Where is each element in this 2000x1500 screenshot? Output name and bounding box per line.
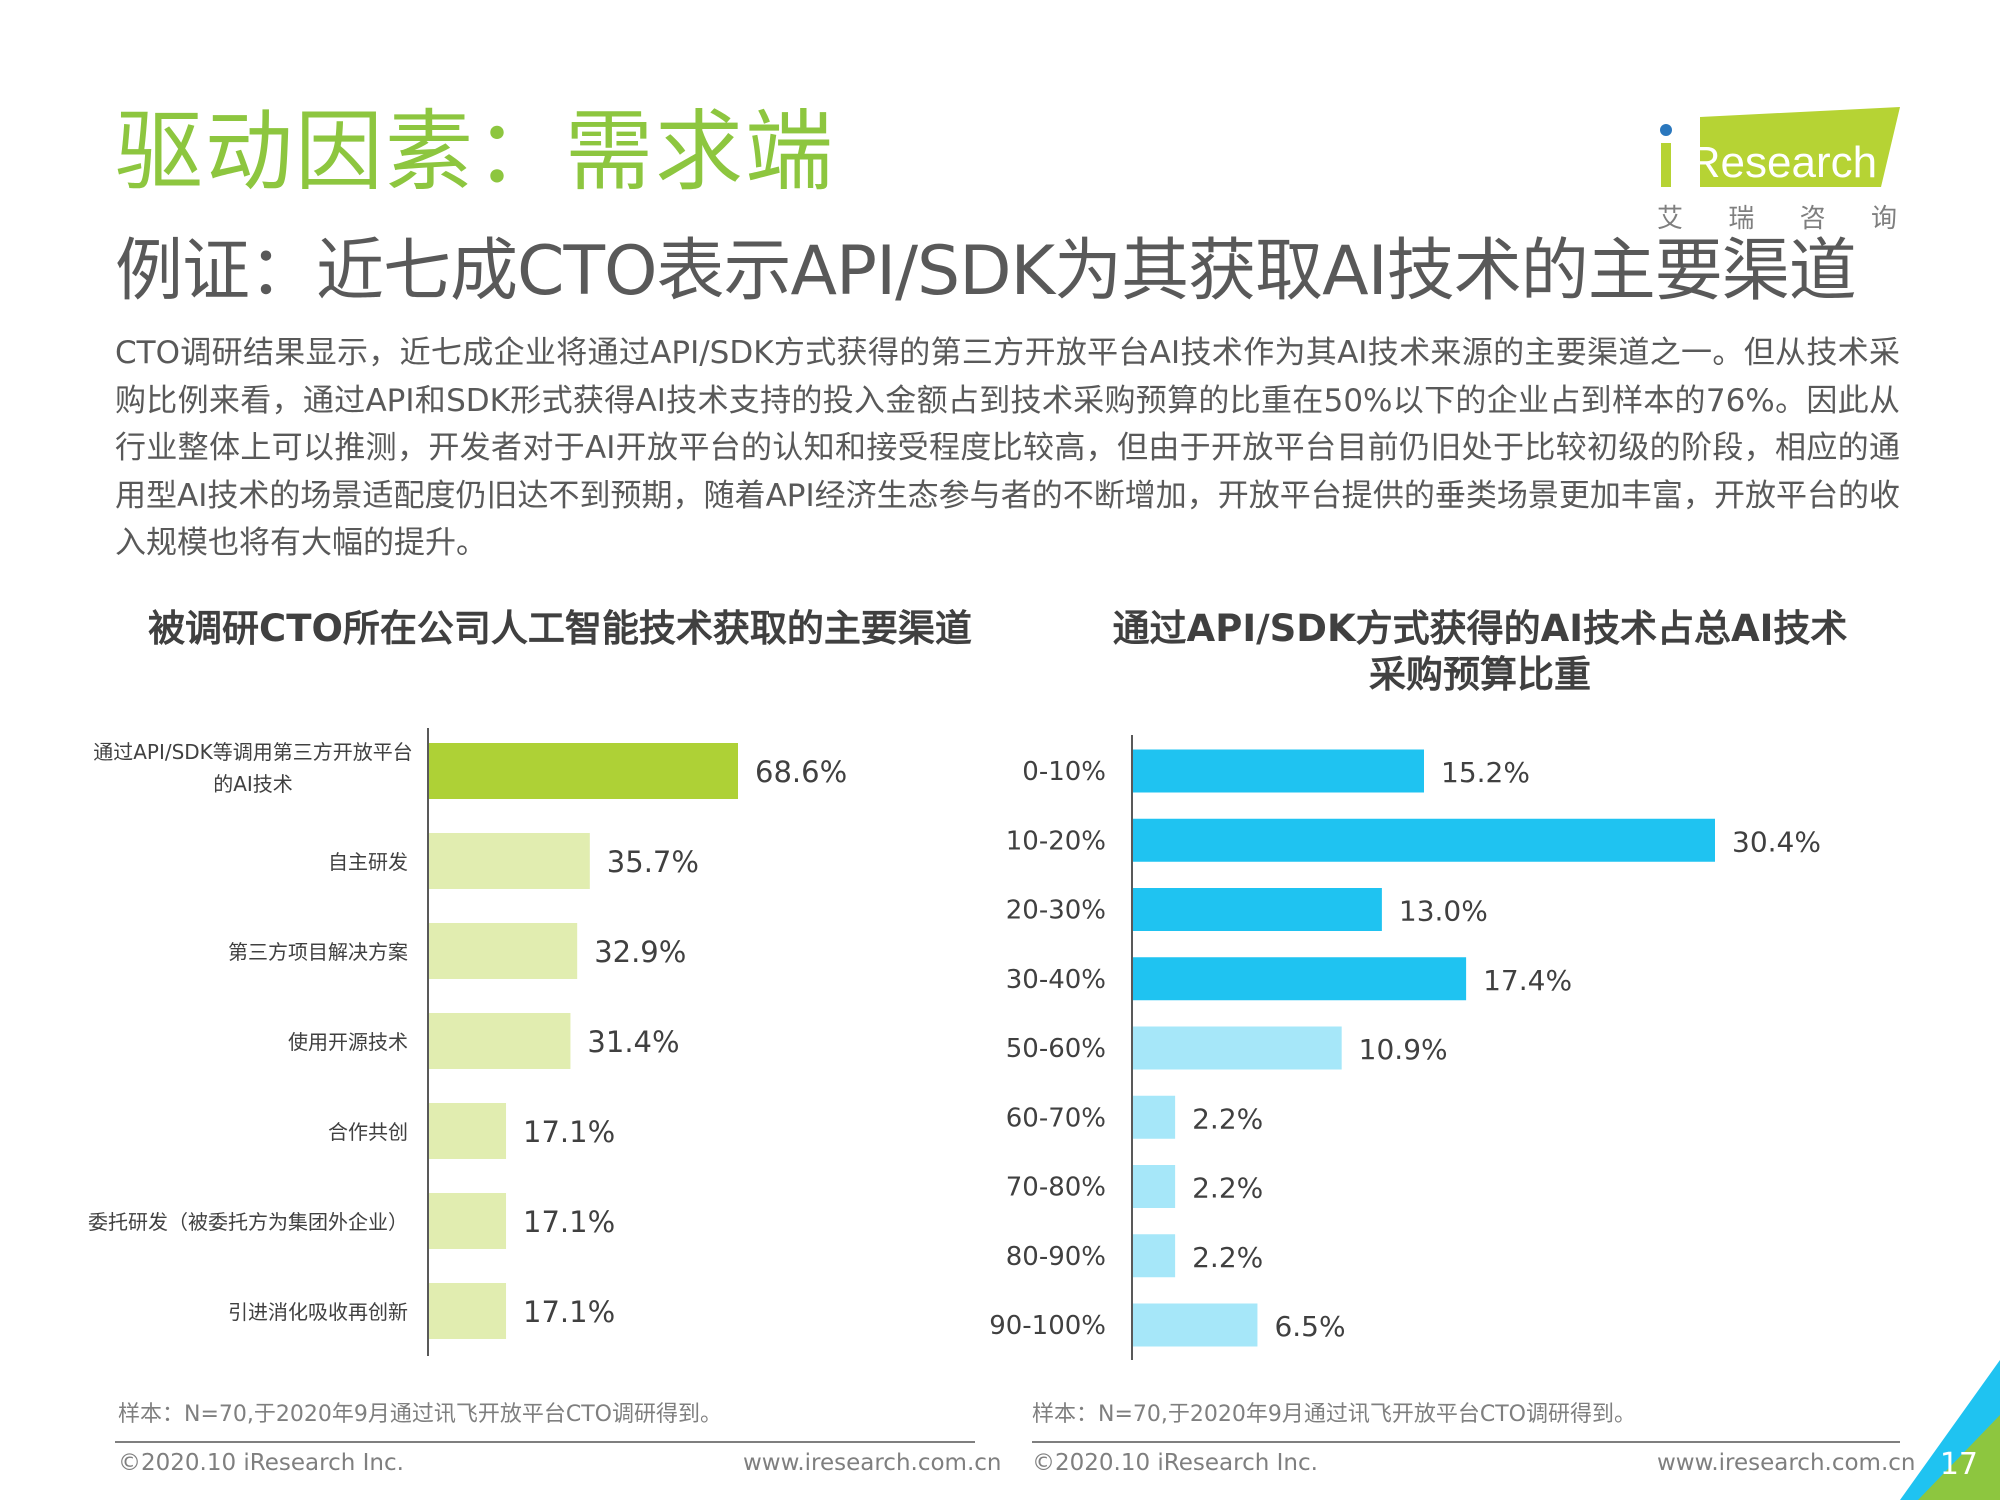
right-value-label-5: 2.2% xyxy=(1192,1102,1263,1135)
right-value-label-1: 30.4% xyxy=(1732,825,1821,858)
page-title: 驱动因素：需求端 xyxy=(115,100,836,203)
right-value-label-6: 2.2% xyxy=(1192,1172,1263,1205)
logo-brand-text: iResearch xyxy=(1679,138,1877,187)
logo-dot xyxy=(1660,124,1672,136)
right-footer-copyright: ©2020.10 iResearch Inc. xyxy=(1032,1450,1318,1476)
left-chart-title: 被调研CTO所在公司人工智能技术获取的主要渠道 xyxy=(148,607,972,650)
left-category-label-0-line-1: 的AI技术 xyxy=(213,772,293,796)
right-bar-chart: 15.2% 0-10% 30.4% 10-20% 13.0% 20-30% 17.4% 30-… xyxy=(989,735,1821,1360)
body-paragraph: CTO调研结果显示，近七成企业将通过API/SDK方式获得的第三方开放平台AI技… xyxy=(115,335,1900,561)
right-value-label-7: 2.2% xyxy=(1192,1241,1263,1274)
page-subtitle: 例证：近七成CTO表示API/SDK为其获取AI技术的主要渠道 xyxy=(115,232,1857,311)
left-sample-note: 样本：N=70,于2020年9月通过讯飞开放平台CTO调研得到。 xyxy=(118,1402,722,1427)
right-category-label-5: 60-70% xyxy=(1006,1103,1106,1133)
right-footer-divider xyxy=(1032,1441,1900,1443)
right-category-label-7: 80-90% xyxy=(1006,1242,1106,1272)
right-category-label-2: 20-30% xyxy=(1006,896,1106,926)
left-category-label-3: 使用开源技术 xyxy=(288,1030,408,1054)
right-footer-url[interactable]: www.iresearch.com.cn xyxy=(1657,1450,1916,1476)
left-value-label-2: 32.9% xyxy=(594,935,686,969)
right-value-label-2: 13.0% xyxy=(1399,895,1488,928)
right-bar-0 xyxy=(1133,749,1424,793)
right-bar-6 xyxy=(1133,1165,1176,1208)
page-number: 17 xyxy=(1939,1447,1978,1482)
right-value-label-8: 6.5% xyxy=(1274,1310,1345,1343)
right-category-label-8: 90-100% xyxy=(989,1311,1106,1341)
left-footer-url[interactable]: www.iresearch.com.cn xyxy=(743,1450,1002,1476)
right-category-label-6: 70-80% xyxy=(1006,1173,1106,1203)
right-chart-title: 通过API/SDK方式获得的AI技术占总AI技术 采购预算比重 xyxy=(1060,606,1900,698)
left-category-label-6: 引进消化吸收再创新 xyxy=(228,1300,408,1324)
left-bar-0 xyxy=(429,743,738,799)
left-value-label-6: 17.1% xyxy=(523,1295,615,1329)
right-chart-title-line-2: 采购预算比重 xyxy=(1369,653,1591,696)
left-bar-3 xyxy=(429,1013,571,1069)
right-sample-note: 样本：N=70,于2020年9月通过讯飞开放平台CTO调研得到。 xyxy=(1032,1402,1636,1427)
left-value-label-0: 68.6% xyxy=(755,755,847,789)
right-chart-title-line-1: 通过API/SDK方式获得的AI技术占总AI技术 xyxy=(1112,607,1848,650)
iresearch-logo: iResearch 艾 瑞 咨 询 xyxy=(1655,105,1900,235)
right-bar-3 xyxy=(1133,957,1467,1001)
logo-i-stem xyxy=(1661,143,1671,187)
right-bar-8 xyxy=(1133,1303,1258,1347)
right-value-label-3: 17.4% xyxy=(1483,964,1572,997)
right-category-label-0: 0-10% xyxy=(1022,757,1106,787)
left-category-label-4: 合作共创 xyxy=(328,1120,408,1144)
right-bar-7 xyxy=(1133,1234,1176,1278)
right-bar-5 xyxy=(1133,1095,1176,1139)
left-footer-copyright: ©2020.10 iResearch Inc. xyxy=(118,1450,404,1476)
right-category-label-4: 50-60% xyxy=(1006,1034,1106,1064)
left-category-label-2: 第三方项目解决方案 xyxy=(228,940,408,964)
left-bar-4 xyxy=(429,1103,507,1159)
right-bar-4 xyxy=(1133,1026,1342,1070)
left-bar-2 xyxy=(429,923,578,979)
left-category-label-5: 委托研发（被委托方为集团外企业） xyxy=(88,1210,408,1234)
right-category-label-1: 10-20% xyxy=(1006,826,1106,856)
right-bar-1 xyxy=(1133,818,1715,862)
left-category-label-0-line-0: 通过API/SDK等调用第三方开放平台 xyxy=(93,740,413,764)
right-bar-2 xyxy=(1133,888,1382,931)
left-bar-5 xyxy=(429,1193,507,1249)
left-value-label-3: 31.4% xyxy=(587,1025,679,1059)
corner-green-shape xyxy=(1918,1415,2000,1500)
corner-decoration xyxy=(1900,1360,2000,1500)
right-category-label-3: 30-40% xyxy=(1006,965,1106,995)
left-value-label-1: 35.7% xyxy=(607,845,699,879)
logo-banner-shape xyxy=(1700,107,1900,187)
left-value-label-4: 17.1% xyxy=(523,1115,615,1149)
left-value-label-5: 17.1% xyxy=(523,1205,615,1239)
right-value-label-4: 10.9% xyxy=(1359,1033,1448,1066)
left-bar-6 xyxy=(429,1283,507,1339)
right-value-label-0: 15.2% xyxy=(1441,756,1530,789)
left-footer-divider xyxy=(115,1441,975,1443)
left-category-label-1: 自主研发 xyxy=(328,850,408,874)
left-bar-1 xyxy=(429,833,590,889)
